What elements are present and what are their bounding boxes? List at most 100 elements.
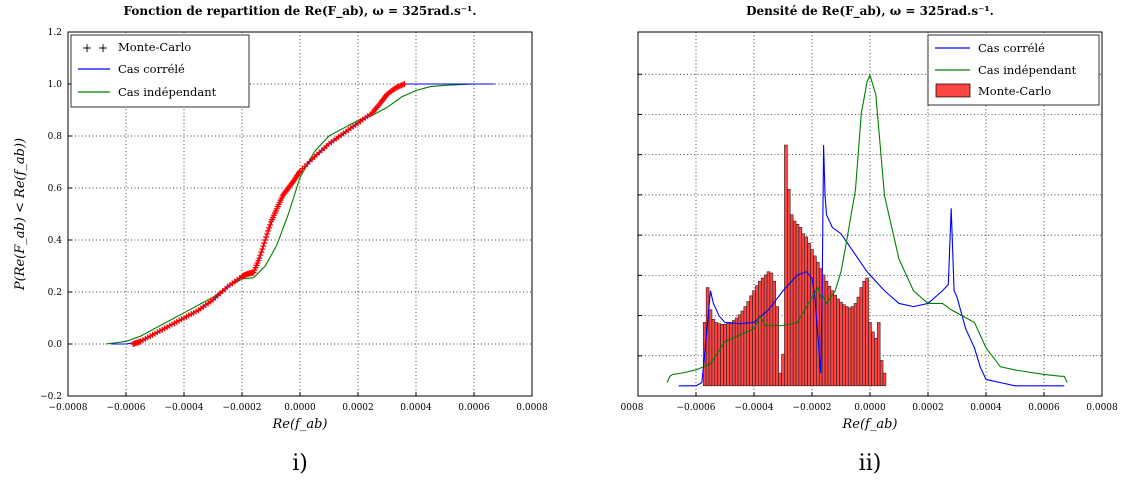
cdf-grid xyxy=(68,32,532,396)
cdf-x-tick-label: 0.0004 xyxy=(400,403,432,413)
density-bar-montecarlo xyxy=(833,294,837,387)
cdf-line-correle xyxy=(111,83,495,345)
density-x-tick-label: 0008 xyxy=(621,403,644,413)
density-title: Densité de Re(F_ab), ω = 325rad.s⁻¹. xyxy=(746,4,994,19)
density-bar-montecarlo xyxy=(743,306,748,387)
density-bar-montecarlo xyxy=(839,301,843,387)
density-bar-montecarlo xyxy=(856,296,861,387)
density-bar-montecarlo xyxy=(813,255,817,387)
density-x-tick-label: −0.0004 xyxy=(734,403,773,413)
density-legend-swatch-montecarlo xyxy=(935,83,971,98)
density-bar-montecarlo xyxy=(842,304,846,387)
cdf-panel: Fonction de repartition de Re(F_ab), ω =… xyxy=(13,4,548,476)
density-bar-montecarlo xyxy=(769,272,774,387)
cdf-title: Fonction de repartition de Re(F_ab), ω =… xyxy=(124,4,477,19)
cdf-marker-montecarlo xyxy=(266,224,273,231)
density-bar-montecarlo xyxy=(755,285,759,387)
density-x-tick-label: 0.0006 xyxy=(1028,403,1060,413)
cdf-x-label: Re(f_ab) xyxy=(271,417,327,432)
density-bar-montecarlo xyxy=(717,323,721,387)
density-bar-montecarlo xyxy=(850,306,855,387)
cdf-marker-montecarlo xyxy=(262,237,269,243)
density-bar-montecarlo xyxy=(758,280,762,387)
density-bar-montecarlo xyxy=(772,280,777,387)
density-bar-montecarlo xyxy=(798,227,803,387)
cdf-marker-montecarlo xyxy=(259,246,266,253)
density-bar-montecarlo xyxy=(766,271,771,387)
density-bar-montecarlo xyxy=(711,318,716,387)
density-x-tick-label: −0.0002 xyxy=(792,403,831,413)
density-bar-montecarlo xyxy=(845,306,849,387)
density-bar-montecarlo xyxy=(810,249,814,387)
cdf-x-tick-label: 0.0002 xyxy=(342,403,374,413)
density-bar-montecarlo xyxy=(874,337,878,387)
density-x-tick-label: 0.0008 xyxy=(1086,403,1118,413)
cdf-marker-montecarlo xyxy=(265,227,272,234)
density-bar-montecarlo xyxy=(708,309,713,387)
cdf-y-tick-label: −0.2 xyxy=(40,392,62,402)
cdf-marker-montecarlo xyxy=(263,233,270,240)
cdf-y-tick-label: 0.0 xyxy=(48,340,63,350)
density-bar-montecarlo xyxy=(807,242,811,387)
cdf-marker-montecarlo xyxy=(401,81,408,87)
density-x-label: Re(f_ab) xyxy=(841,417,897,432)
density-bar-montecarlo xyxy=(749,295,753,387)
density-legend-label-independant: Cas indépendant xyxy=(978,63,1077,77)
cdf-y-tick-label: 1.0 xyxy=(48,80,63,90)
cdf-panel-caption: i) xyxy=(292,451,308,476)
cdf-line-independant xyxy=(105,83,495,345)
density-bar-montecarlo xyxy=(760,277,765,387)
density-legend-label-correle: Cas corrélé xyxy=(978,41,1045,55)
cdf-x-tick-label: 0.0000 xyxy=(284,403,316,413)
cdf-marker-montecarlo xyxy=(261,240,268,247)
density-legend-label-montecarlo: Monte-Carlo xyxy=(978,84,1051,98)
cdf-marker-montecarlo xyxy=(264,230,271,237)
density-bar-montecarlo xyxy=(824,280,829,387)
density-bar-montecarlo xyxy=(784,144,788,387)
density-bar-montecarlo xyxy=(876,322,881,387)
cdf-legend-label-independant: Cas indépendant xyxy=(118,85,217,99)
cdf-marker-montecarlo xyxy=(257,252,264,259)
density-ticks: 0008 −0.0006 −0.0004 −0.0002 0.0000 0.0002 0.0… xyxy=(621,73,1118,413)
cdf-y-tick-label: 0.8 xyxy=(48,132,63,142)
cdf-legend-box xyxy=(70,34,250,108)
density-bar-montecarlo xyxy=(804,236,808,387)
density-bar-montecarlo xyxy=(726,323,730,387)
density-bar-montecarlo xyxy=(862,280,866,387)
cdf-legend-label-correle: Cas corrélé xyxy=(118,62,185,76)
cdf-plot-area xyxy=(105,81,495,347)
density-bar-montecarlo xyxy=(789,214,794,387)
cdf-legend-label-montecarlo: Monte-Carlo xyxy=(118,40,191,54)
density-bar-montecarlo xyxy=(731,320,736,387)
density-plot-area xyxy=(666,73,1068,387)
cdf-x-tick-label: −0.0002 xyxy=(222,403,261,413)
density-x-tick-label: 0.0004 xyxy=(970,403,1002,413)
cdf-y-tick-label: 0.2 xyxy=(48,288,62,298)
density-bar-montecarlo xyxy=(792,220,797,387)
density-bar-montecarlo xyxy=(865,277,869,387)
density-bar-montecarlo xyxy=(775,306,779,387)
cdf-y-tick-label: 0.6 xyxy=(48,184,63,194)
density-bar-montecarlo xyxy=(879,360,884,387)
density-bar-montecarlo xyxy=(853,303,858,387)
density-bar-montecarlo xyxy=(781,353,785,387)
density-x-tick-label: 0.0000 xyxy=(854,403,886,413)
cdf-x-tick-label: −0.0006 xyxy=(106,403,145,413)
density-bar-montecarlo xyxy=(830,290,835,387)
density-bar-montecarlo xyxy=(729,322,733,387)
density-bar-montecarlo xyxy=(868,322,872,387)
cdf-marker-montecarlo xyxy=(256,255,263,262)
density-bar-montecarlo xyxy=(740,310,745,387)
density-bar-montecarlo xyxy=(763,274,768,387)
density-bar-montecarlo xyxy=(847,307,852,387)
cdf-y-tick-label: 1.2 xyxy=(48,28,62,38)
density-bar-montecarlo xyxy=(795,223,800,387)
cdf-x-tick-label: 0.0006 xyxy=(458,403,490,413)
density-bar-montecarlo xyxy=(737,314,742,387)
density-bar-montecarlo xyxy=(787,189,791,387)
cdf-legend-marker-montecarlo-2: + xyxy=(98,41,108,55)
density-x-tick-label: −0.0006 xyxy=(676,403,715,413)
density-bar-montecarlo xyxy=(859,287,864,387)
cdf-y-tick-label: 0.4 xyxy=(48,236,63,246)
